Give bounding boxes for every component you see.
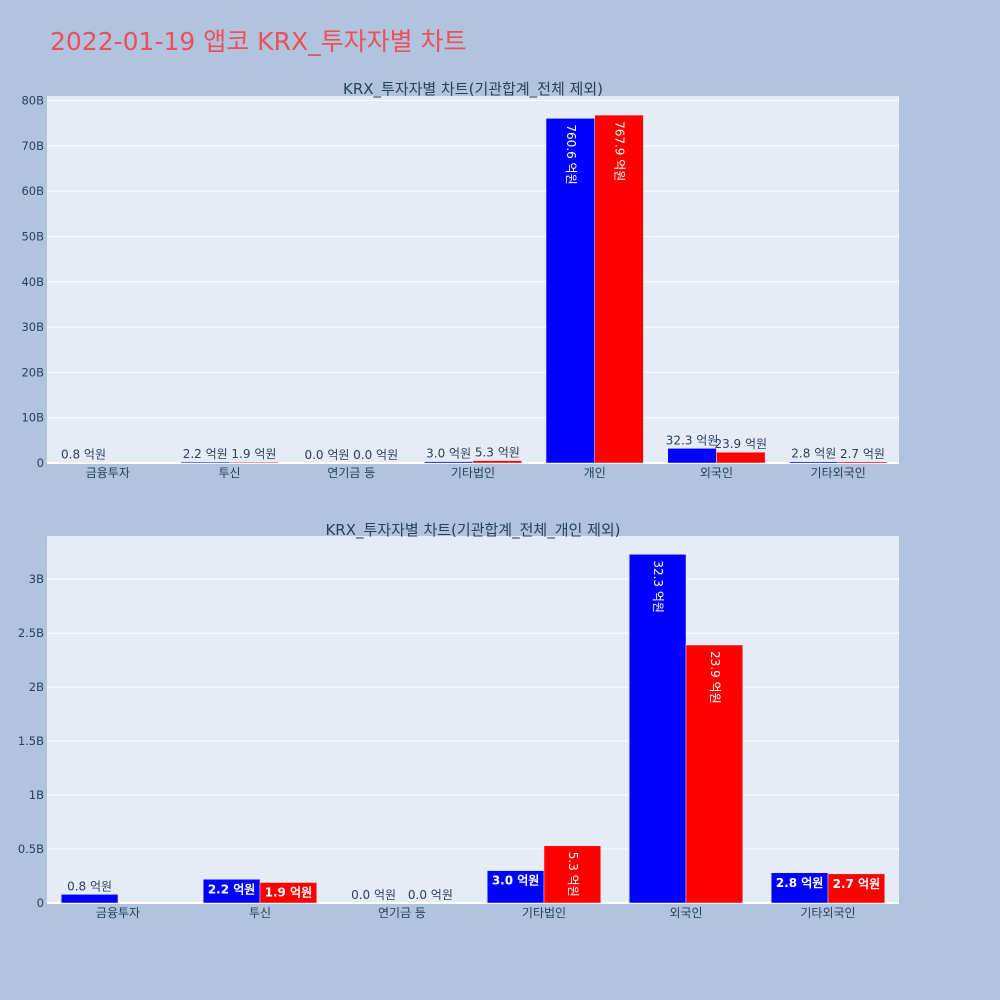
y-tick-label: 60B [21, 184, 44, 198]
y-tick-label: 20B [21, 365, 44, 379]
bar [180, 461, 230, 464]
y-tick-label: 1.5B [18, 734, 44, 748]
y-tick-label: 0 [37, 456, 44, 470]
data-label: 0.8 억원 [61, 448, 106, 462]
bar [229, 461, 279, 464]
data-label: 2.8 억원 [791, 447, 836, 461]
page-title: 2022-01-19 앱코 KRX_투자자별 차트 [50, 27, 467, 56]
plot-area-0 [47, 96, 899, 463]
data-label: 2.8 억원 [776, 876, 824, 890]
bar [827, 873, 886, 904]
x-tick-label: 금융투자 [86, 466, 130, 480]
y-tick-label: 2.5B [18, 626, 44, 640]
data-label: 0.0 억원 [304, 448, 349, 462]
y-tick-label: 40B [21, 275, 44, 289]
bar [424, 461, 474, 464]
data-label: 2.2 억원 [208, 882, 256, 896]
x-tick-label: 개인 [584, 466, 606, 480]
data-label: 1.9 억원 [265, 885, 313, 899]
y-tick-label: 0.5B [18, 842, 44, 856]
y-tick-label: 70B [21, 139, 44, 153]
x-tick-label: 기타외국인 [811, 466, 866, 480]
x-tick-label: 기타법인 [522, 906, 566, 920]
x-tick-label: 투신 [219, 466, 241, 480]
y-tick-label: 50B [21, 229, 44, 243]
y-tick-label: 3B [29, 572, 44, 586]
bar [789, 461, 839, 464]
bar [770, 872, 829, 904]
data-label: 32.3 억원 [651, 560, 665, 613]
bar [594, 114, 644, 464]
chart-title: KRX_투자자별 차트(기관합계_전체_개인 제외) [325, 521, 620, 540]
data-label: 23.9 억원 [708, 651, 722, 704]
data-label: 0.0 억원 [353, 448, 398, 462]
bar [60, 894, 119, 904]
y-tick-label: 2B [29, 680, 44, 694]
data-label: 0.0 억원 [408, 888, 453, 902]
data-label: 2.7 억원 [840, 447, 885, 461]
bar [472, 460, 522, 464]
data-label: 5.3 억원 [475, 446, 520, 460]
data-label: 2.7 억원 [833, 877, 881, 891]
y-tick-label: 80B [21, 94, 44, 108]
data-label: 3.0 억원 [492, 874, 540, 888]
data-label: 760.6 억원 [564, 124, 578, 184]
x-tick-label: 외국인 [700, 466, 733, 480]
data-label: 0.0 억원 [351, 888, 396, 902]
x-tick-label: 연기금 등 [378, 906, 426, 920]
x-tick-label: 투신 [249, 906, 271, 920]
bar [545, 118, 595, 464]
x-tick-label: 기타법인 [451, 466, 495, 480]
bar [259, 882, 318, 904]
y-tick-label: 30B [21, 320, 44, 334]
y-tick-label: 1B [29, 788, 44, 802]
x-tick-label: 금융투자 [96, 906, 140, 920]
bar [543, 845, 602, 904]
data-label: 2.2 억원 [183, 447, 228, 461]
data-label: 3.0 억원 [426, 447, 471, 461]
chart-title: KRX_투자자별 차트(기관합계_전체 제외) [343, 80, 603, 99]
x-tick-label: 연기금 등 [327, 466, 375, 480]
data-label: 0.8 억원 [67, 879, 112, 893]
x-tick-label: 외국인 [669, 906, 702, 920]
bar [667, 448, 717, 464]
y-tick-label: 10B [21, 411, 44, 425]
data-label: 23.9 억원 [714, 437, 767, 451]
data-label: 32.3 억원 [666, 433, 719, 447]
bar [837, 461, 888, 464]
data-label: 767.9 억원 [613, 121, 627, 181]
plot-area-1 [47, 536, 899, 903]
x-tick-label: 기타외국인 [800, 906, 855, 920]
bar [716, 451, 766, 464]
bar [486, 870, 545, 904]
bar [628, 554, 687, 904]
data-label: 5.3 억원 [566, 852, 580, 897]
data-label: 1.9 억원 [231, 447, 276, 461]
bar [685, 644, 744, 904]
y-tick-label: 0 [37, 896, 44, 910]
